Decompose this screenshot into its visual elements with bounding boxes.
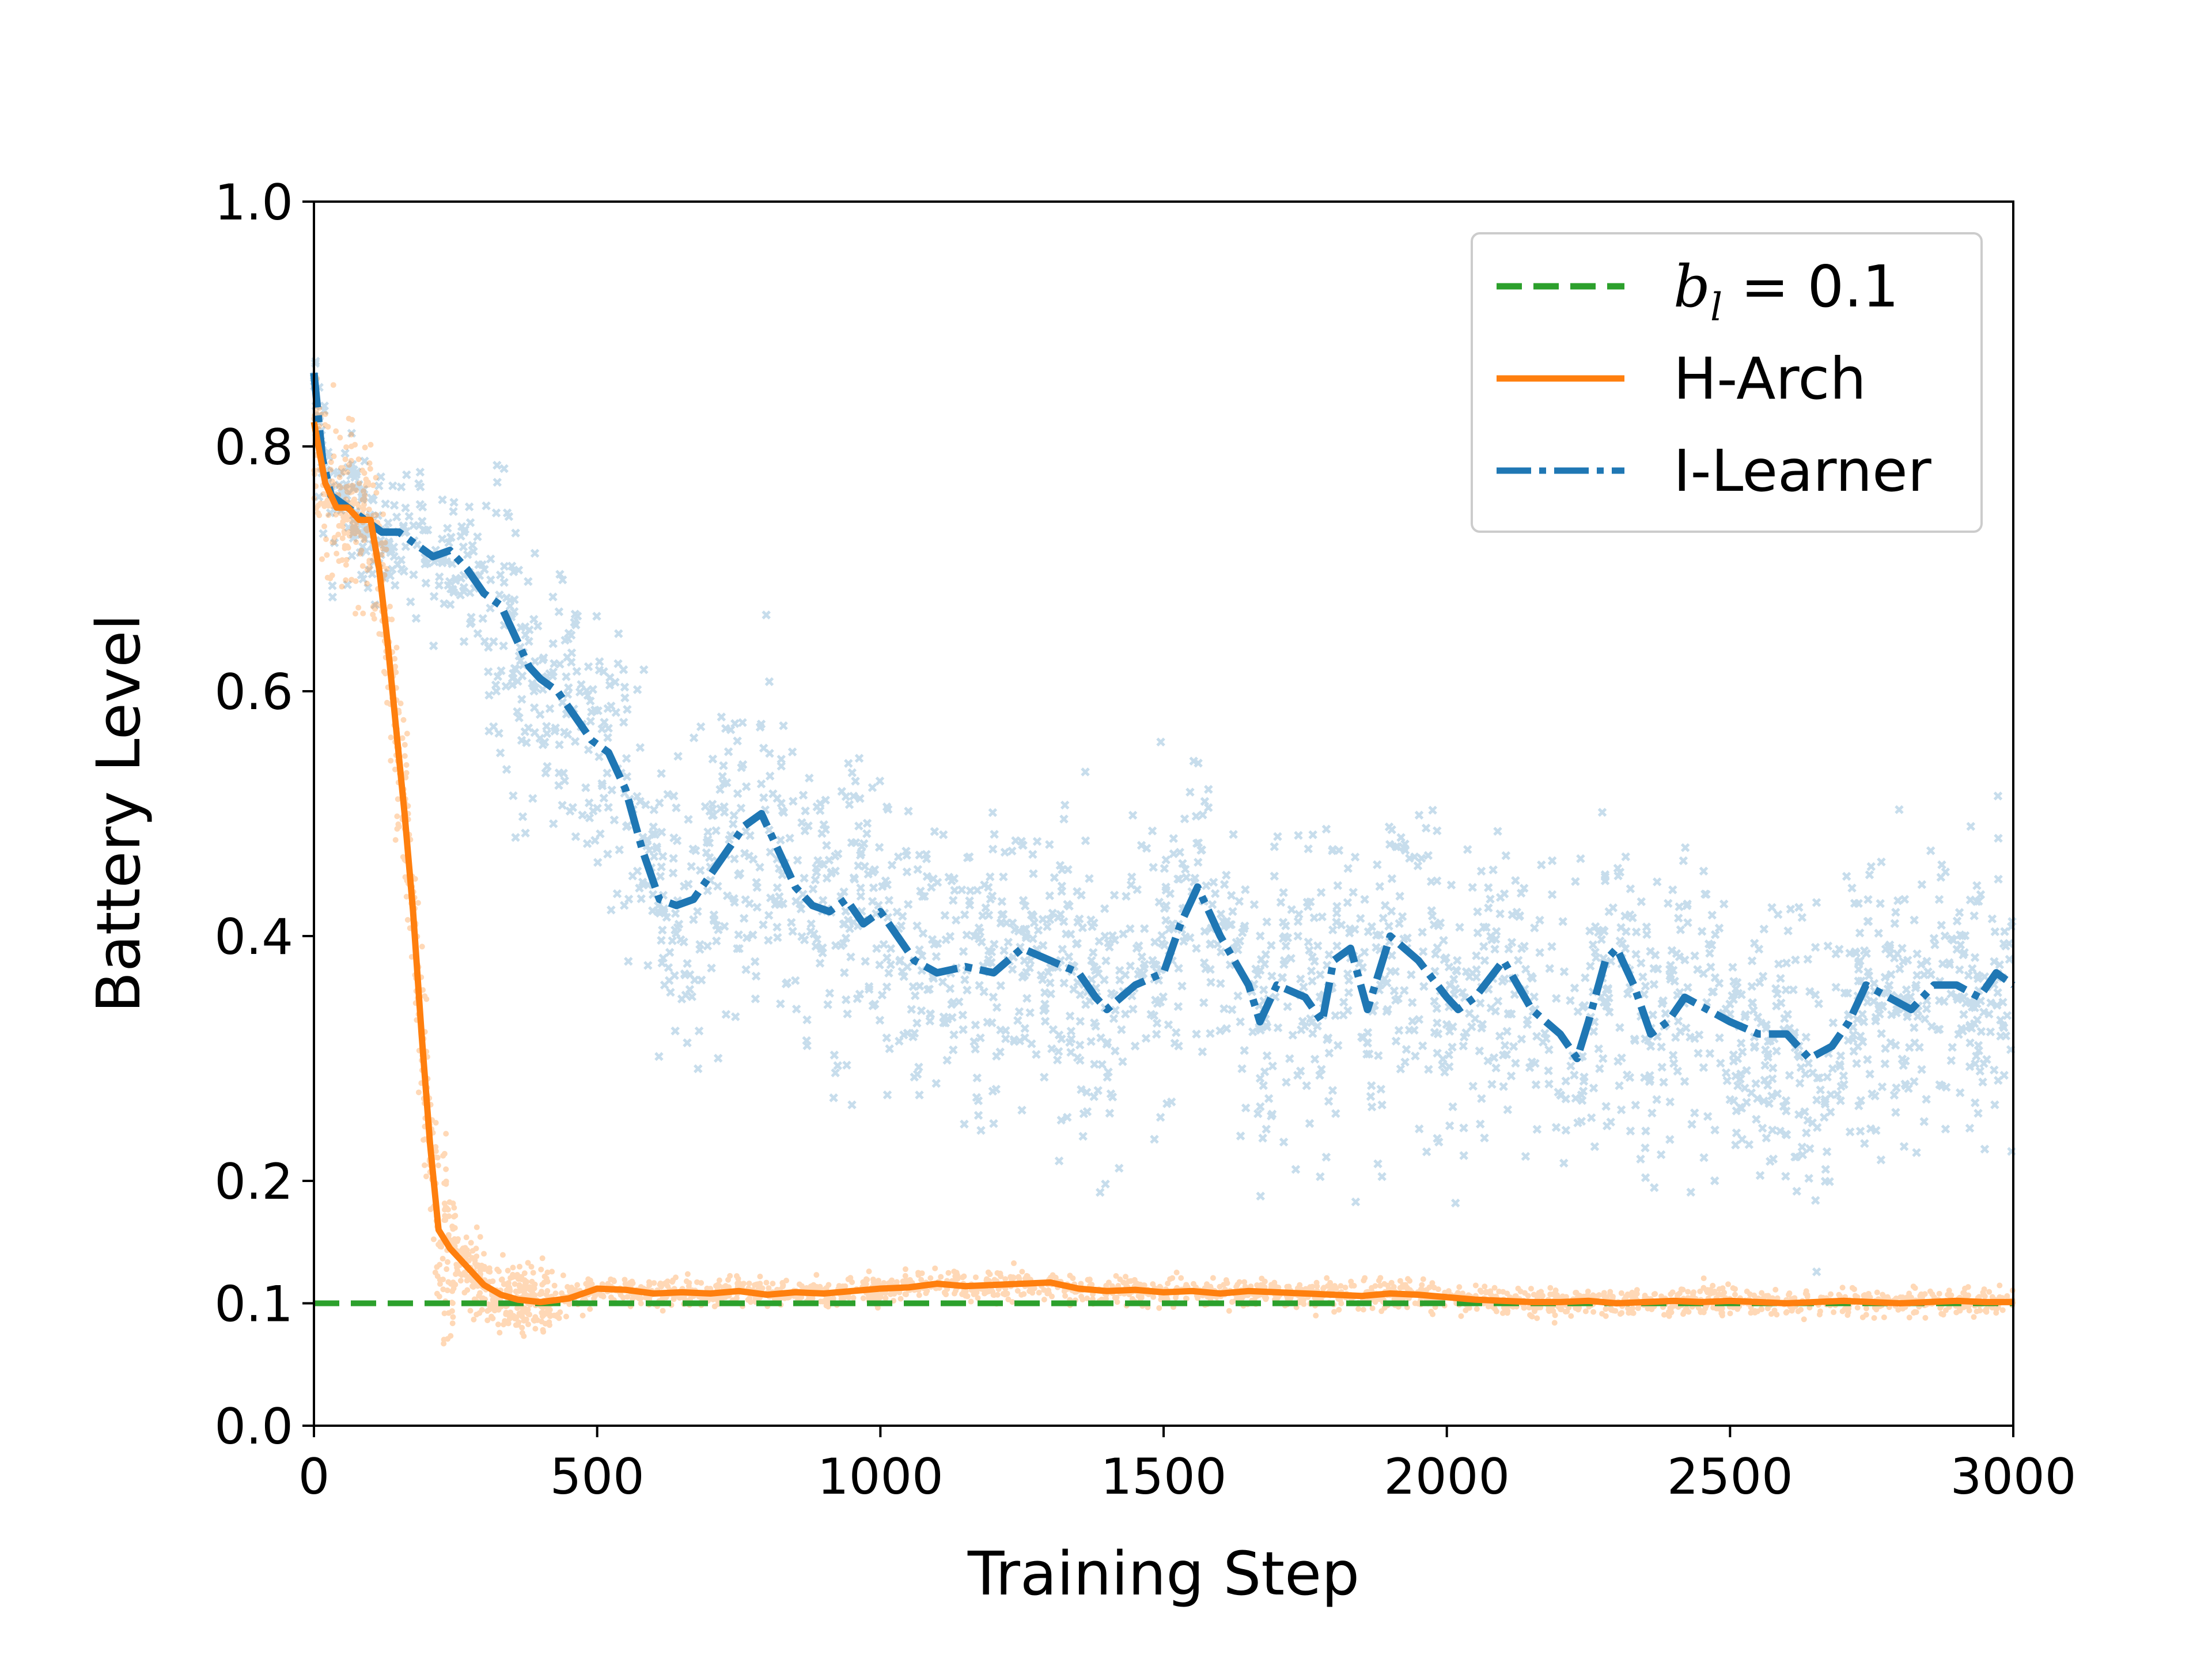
x-axis-title: Training Step bbox=[967, 1539, 1359, 1609]
y-tick-label-6: 1.0 bbox=[214, 174, 293, 232]
legend-threshold-sub: l bbox=[1710, 285, 1722, 329]
legend-box bbox=[1471, 232, 1983, 533]
legend-h-arch-label: H-Arch bbox=[1673, 345, 1866, 412]
legend-i-learner-label: I-Learner bbox=[1673, 437, 1932, 505]
y-tick-label-0: 0.0 bbox=[214, 1398, 293, 1456]
legend-threshold-label: bl = 0.1 bbox=[1673, 253, 1899, 329]
axes-layer: 0 500 1000 1500 2000 2500 3000 0.0 0.1 0.2 0.4 0.6 0… bbox=[214, 174, 2076, 1506]
y-axis-title: Battery Level bbox=[84, 614, 154, 1013]
x-tick-label-0: 0 bbox=[298, 1448, 330, 1506]
y-tick-label-1: 0.1 bbox=[214, 1276, 293, 1334]
y-tick-label-3: 0.4 bbox=[214, 908, 293, 966]
x-tick-label-1: 500 bbox=[550, 1448, 645, 1506]
x-tick-label-3: 1500 bbox=[1101, 1448, 1227, 1506]
i-learner-line bbox=[310, 372, 2016, 1062]
x-tick-label-6: 3000 bbox=[1950, 1448, 2077, 1506]
x-tick-label-4: 2000 bbox=[1384, 1448, 1510, 1506]
series-layer bbox=[310, 372, 2016, 1306]
y-tick-label-2: 0.2 bbox=[214, 1153, 293, 1211]
legend-threshold-rest: = 0.1 bbox=[1722, 253, 1899, 320]
legend-threshold-var: b bbox=[1673, 253, 1710, 320]
x-tick-label-2: 1000 bbox=[817, 1448, 944, 1506]
x-tick-label-5: 2500 bbox=[1667, 1448, 1793, 1506]
y-tick-label-5: 0.8 bbox=[214, 419, 293, 476]
h-arch-line bbox=[310, 421, 2013, 1306]
legend: bl = 0.1 H-Arch I-Learner bbox=[1471, 232, 1983, 533]
y-tick-label-4: 0.6 bbox=[214, 664, 293, 721]
